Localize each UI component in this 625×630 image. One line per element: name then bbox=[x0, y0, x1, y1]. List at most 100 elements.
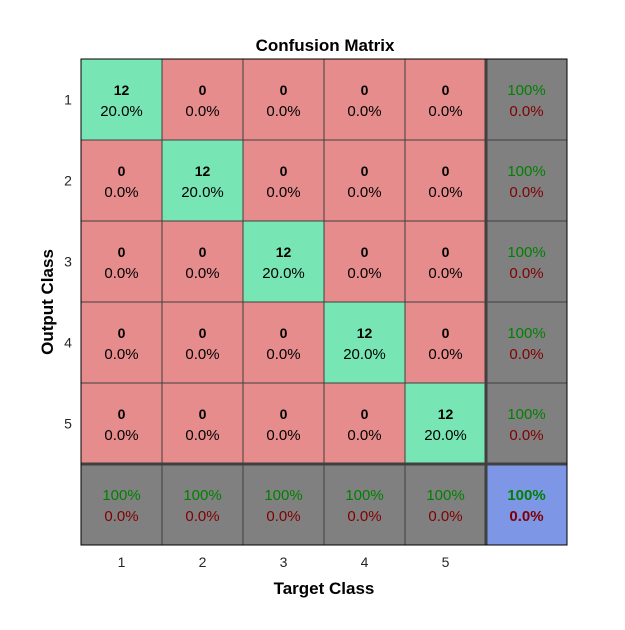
summary-correct: 100% bbox=[507, 325, 545, 342]
column-summary-cell: 100% 0.0% bbox=[80, 463, 163, 546]
summary-incorrect: 0.0% bbox=[509, 184, 543, 201]
row-summary-cell: 100% 0.0% bbox=[485, 139, 568, 222]
matrix-cell: 12 20.0% bbox=[404, 382, 487, 465]
summary-incorrect: 0.0% bbox=[104, 508, 138, 525]
incorrect-cell-bg bbox=[404, 301, 487, 384]
summary-incorrect: 0.0% bbox=[347, 508, 381, 525]
incorrect-cell-bg bbox=[242, 58, 325, 141]
cell-percent: 0.0% bbox=[347, 103, 381, 120]
cell-percent: 0.0% bbox=[347, 427, 381, 444]
y-tick-label: 3 bbox=[64, 254, 72, 270]
summary-correct: 100% bbox=[426, 487, 464, 504]
incorrect-cell-bg bbox=[404, 139, 487, 222]
overall-correct: 100% bbox=[507, 487, 545, 504]
cell-count: 0 bbox=[118, 244, 126, 260]
matrix-cell: 0 0.0% bbox=[80, 220, 163, 303]
cell-count: 0 bbox=[199, 406, 207, 422]
cell-count: 0 bbox=[442, 82, 450, 98]
cell-percent: 0.0% bbox=[266, 184, 300, 201]
summary-cell-bg bbox=[80, 463, 163, 546]
summary-correct: 100% bbox=[507, 163, 545, 180]
cell-count: 0 bbox=[280, 325, 288, 341]
summary-incorrect: 0.0% bbox=[509, 103, 543, 120]
cell-count: 0 bbox=[118, 163, 126, 179]
incorrect-cell-bg bbox=[404, 220, 487, 303]
incorrect-cell-bg bbox=[323, 58, 406, 141]
matrix-cell: 0 0.0% bbox=[242, 139, 325, 222]
incorrect-cell-bg bbox=[323, 382, 406, 465]
incorrect-cell-bg bbox=[242, 139, 325, 222]
incorrect-cell-bg bbox=[161, 220, 244, 303]
overall-incorrect: 0.0% bbox=[509, 508, 543, 525]
matrix-cell: 0 0.0% bbox=[161, 220, 244, 303]
cell-count: 0 bbox=[442, 163, 450, 179]
summary-correct: 100% bbox=[264, 487, 302, 504]
matrix-cell: 0 0.0% bbox=[161, 382, 244, 465]
row-summary-cell: 100% 0.0% bbox=[485, 220, 568, 303]
matrix-cells: 12 20.0% 0 0.0% 0 0.0% 0 0.0% 0 0.0% 0 0.0% 12 20.0% 0… bbox=[80, 58, 568, 546]
column-summary-cell: 100% 0.0% bbox=[404, 463, 487, 546]
summary-incorrect: 0.0% bbox=[185, 508, 219, 525]
cell-percent: 0.0% bbox=[266, 346, 300, 363]
incorrect-cell-bg bbox=[80, 382, 163, 465]
matrix-cell: 12 20.0% bbox=[323, 301, 406, 384]
cell-percent: 0.0% bbox=[104, 265, 138, 282]
summary-correct: 100% bbox=[345, 487, 383, 504]
summary-cell-bg bbox=[485, 58, 568, 141]
incorrect-cell-bg bbox=[161, 382, 244, 465]
chart-title: Confusion Matrix bbox=[256, 36, 395, 55]
cell-count: 0 bbox=[118, 406, 126, 422]
cell-count: 0 bbox=[199, 325, 207, 341]
cell-count: 0 bbox=[199, 244, 207, 260]
incorrect-cell-bg bbox=[323, 139, 406, 222]
matrix-cell: 0 0.0% bbox=[242, 58, 325, 141]
cell-count: 0 bbox=[361, 163, 369, 179]
cell-percent: 20.0% bbox=[262, 265, 305, 282]
plot-border bbox=[80, 58, 568, 546]
summary-incorrect: 0.0% bbox=[266, 508, 300, 525]
matrix-cell: 0 0.0% bbox=[404, 58, 487, 141]
incorrect-cell-bg bbox=[80, 220, 163, 303]
matrix-cell: 0 0.0% bbox=[323, 382, 406, 465]
y-axis-label: Output Class bbox=[38, 249, 57, 355]
incorrect-cell-bg bbox=[242, 382, 325, 465]
correct-cell-bg bbox=[80, 58, 163, 141]
summary-incorrect: 0.0% bbox=[428, 508, 462, 525]
summary-correct: 100% bbox=[102, 487, 140, 504]
cell-count: 0 bbox=[361, 244, 369, 260]
cell-percent: 0.0% bbox=[104, 184, 138, 201]
matrix-cell: 0 0.0% bbox=[80, 382, 163, 465]
matrix-cell: 12 20.0% bbox=[242, 220, 325, 303]
incorrect-cell-bg bbox=[323, 220, 406, 303]
correct-cell-bg bbox=[161, 139, 244, 222]
cell-percent: 0.0% bbox=[347, 265, 381, 282]
cell-count: 12 bbox=[195, 163, 211, 179]
cell-count: 0 bbox=[280, 163, 288, 179]
cell-percent: 0.0% bbox=[104, 427, 138, 444]
cell-percent: 0.0% bbox=[428, 184, 462, 201]
matrix-cell: 0 0.0% bbox=[242, 301, 325, 384]
x-tick-label: 2 bbox=[199, 554, 207, 570]
summary-correct: 100% bbox=[507, 406, 545, 423]
column-summary-cell: 100% 0.0% bbox=[242, 463, 325, 546]
cell-percent: 0.0% bbox=[104, 346, 138, 363]
summary-cell-bg bbox=[485, 301, 568, 384]
correct-cell-bg bbox=[323, 301, 406, 384]
cell-percent: 0.0% bbox=[428, 103, 462, 120]
cell-count: 0 bbox=[199, 82, 207, 98]
summary-correct: 100% bbox=[183, 487, 221, 504]
cell-percent: 20.0% bbox=[343, 346, 386, 363]
incorrect-cell-bg bbox=[161, 301, 244, 384]
incorrect-cell-bg bbox=[404, 58, 487, 141]
cell-percent: 0.0% bbox=[347, 184, 381, 201]
cell-percent: 0.0% bbox=[428, 265, 462, 282]
cell-count: 12 bbox=[114, 82, 130, 98]
summary-correct: 100% bbox=[507, 82, 545, 99]
cell-count: 0 bbox=[442, 325, 450, 341]
overall-cell-bg bbox=[485, 463, 568, 546]
row-summary-cell: 100% 0.0% bbox=[485, 58, 568, 141]
summary-cell-bg bbox=[485, 382, 568, 465]
cell-count: 0 bbox=[442, 244, 450, 260]
incorrect-cell-bg bbox=[242, 301, 325, 384]
